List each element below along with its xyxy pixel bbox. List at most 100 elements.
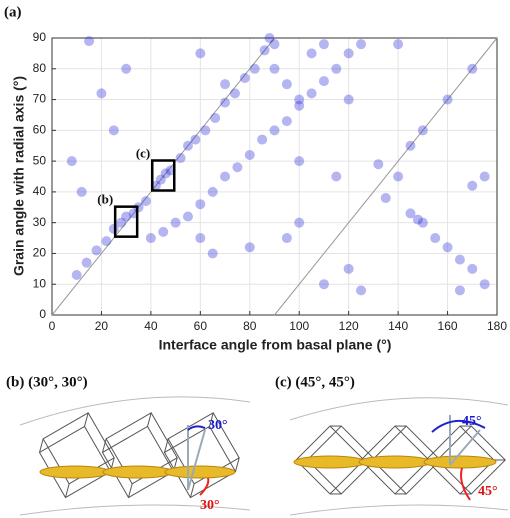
point	[467, 63, 478, 74]
point	[430, 233, 441, 244]
point	[373, 159, 384, 170]
panel-label: (c) (45°, 45°)	[275, 374, 355, 390]
point	[294, 94, 305, 105]
angle-label: 30°	[208, 418, 228, 433]
angle-label: 30°	[200, 498, 220, 513]
point	[442, 242, 453, 253]
x-tick-label: 180	[487, 319, 507, 333]
point	[318, 279, 329, 290]
y-tick-label: 90	[33, 30, 47, 44]
angle-label: 45°	[478, 484, 498, 499]
cube	[38, 412, 115, 499]
y-tick-label: 20	[33, 246, 47, 260]
angle-arc	[460, 467, 471, 501]
point	[220, 171, 231, 182]
point	[220, 79, 231, 90]
point	[81, 257, 92, 268]
point	[412, 214, 423, 225]
point	[244, 242, 255, 253]
point	[269, 63, 280, 74]
axis-arrow	[449, 429, 481, 466]
point	[306, 88, 317, 99]
arc	[289, 397, 509, 421]
point	[108, 125, 119, 136]
reference-line	[274, 37, 498, 316]
point	[417, 217, 428, 228]
angle-arc	[187, 425, 206, 431]
point	[343, 263, 354, 274]
point	[294, 100, 305, 111]
point	[393, 39, 404, 50]
point	[454, 285, 465, 296]
point	[405, 140, 416, 151]
cube	[425, 425, 506, 495]
point	[84, 36, 95, 47]
point	[479, 279, 490, 290]
point	[269, 125, 280, 136]
point	[66, 156, 77, 167]
point	[207, 186, 218, 197]
y-tick-label: 80	[33, 61, 47, 75]
plate	[293, 455, 367, 469]
point	[467, 263, 478, 274]
x-tick-label: 100	[289, 319, 309, 333]
reference-line	[51, 37, 275, 316]
point	[200, 125, 211, 136]
plate	[39, 465, 111, 479]
point	[182, 211, 193, 222]
point	[294, 156, 305, 167]
point	[343, 48, 354, 59]
point	[195, 199, 206, 210]
plate	[423, 455, 497, 469]
point	[479, 171, 490, 182]
point	[405, 208, 416, 219]
angle-arc	[431, 420, 486, 433]
panel-label: (b) (30°, 30°)	[6, 374, 88, 390]
point	[264, 33, 275, 43]
y-tick-label: 40	[33, 184, 47, 198]
point	[269, 39, 280, 50]
point	[249, 63, 260, 74]
chart-title: (a)	[4, 4, 22, 20]
cube	[163, 412, 240, 499]
point	[91, 245, 102, 256]
y-tick-label: 70	[33, 92, 47, 106]
point	[116, 217, 127, 228]
arc	[19, 504, 251, 516]
x-axis-label: Interface angle from basal plane (°)	[159, 337, 392, 353]
point	[121, 211, 132, 222]
plate	[164, 465, 236, 479]
point	[96, 88, 107, 99]
point	[220, 97, 231, 108]
point	[318, 76, 329, 87]
x-tick-label: 60	[194, 319, 208, 333]
plot-area	[52, 38, 497, 315]
angle-label: 45°	[462, 414, 482, 429]
point	[239, 73, 250, 84]
point	[294, 217, 305, 228]
point	[244, 149, 255, 160]
plate	[102, 465, 174, 479]
point	[71, 269, 82, 280]
annotation-box	[113, 205, 139, 238]
x-tick-label: 160	[438, 319, 458, 333]
arc	[19, 396, 251, 426]
point	[318, 39, 329, 50]
point	[306, 48, 317, 59]
annotation-label: (c)	[136, 145, 150, 160]
annotation-label: (b)	[97, 192, 113, 207]
point	[145, 233, 156, 244]
point	[210, 113, 221, 124]
point	[356, 285, 367, 296]
point	[121, 63, 132, 74]
point	[155, 174, 166, 185]
y-axis-label: Grain angle with radial axis (°)	[11, 76, 27, 276]
y-tick-label: 30	[33, 215, 47, 229]
point	[442, 94, 453, 105]
point	[454, 254, 465, 265]
point	[140, 196, 151, 207]
y-tick-label: 0	[39, 307, 46, 321]
x-tick-label: 20	[95, 319, 109, 333]
point	[170, 217, 181, 228]
angle-arc	[199, 477, 210, 496]
